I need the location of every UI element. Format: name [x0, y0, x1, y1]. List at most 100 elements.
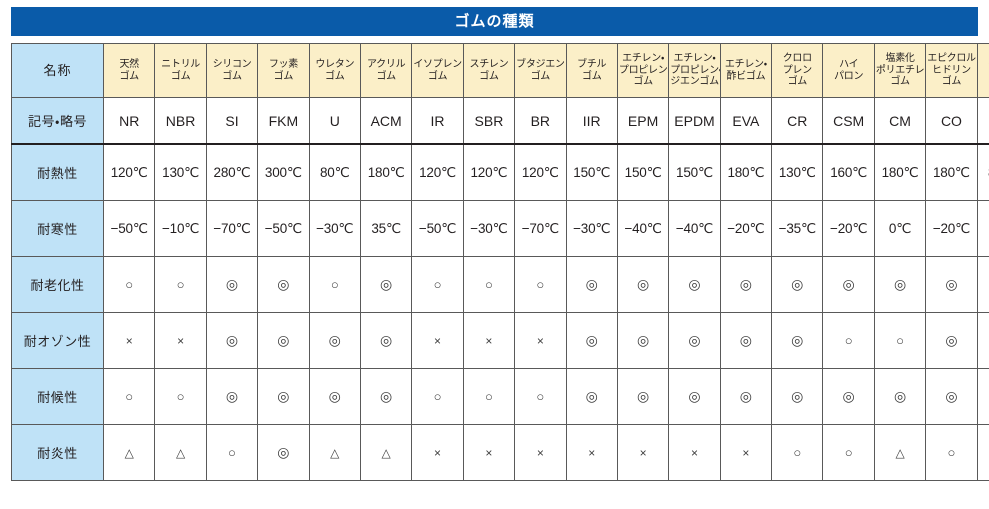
double-circle-icon: ◎ [328, 388, 341, 404]
double-circle-icon: ◎ [739, 388, 752, 404]
cell-value: 150℃ [668, 143, 721, 201]
row-label: 耐炎性 [11, 424, 104, 481]
column-header-line: パロン [834, 70, 864, 82]
cell-rating: ○ [154, 256, 207, 313]
circle-icon: ○ [176, 277, 185, 292]
column-header-line: イソプレン [413, 59, 462, 70]
column-header-line: ゴム [427, 70, 448, 82]
cell-abbr-t: T [976, 97, 989, 145]
column-header-line: アクリル [366, 59, 406, 70]
column-header-line: ゴム [325, 70, 345, 82]
double-circle-icon: ◎ [636, 388, 650, 404]
column-header-line: ブタジエン [516, 59, 565, 70]
column-header-line: ゴム [633, 76, 653, 88]
cell-rating: ◎ [925, 368, 978, 425]
row-label: 耐オゾン性 [11, 312, 104, 369]
triangle-icon: △ [124, 446, 134, 460]
column-header-eva: エチレン・ 酢ビゴム [719, 43, 773, 98]
column-header-t: 多硫化ゴム [976, 43, 989, 98]
column-header-line: 塩素化 [885, 53, 915, 65]
cell-value: −20℃ [822, 200, 875, 257]
temperature-value: 150℃ [676, 164, 713, 180]
column-header-line: 多硫化 [979, 59, 989, 71]
cell-abbr-epdm: EPDM [668, 97, 721, 145]
double-circle-icon: ◎ [277, 332, 290, 348]
cell-value: 130℃ [771, 143, 824, 201]
temperature-value: 180℃ [367, 164, 405, 180]
cross-icon: × [177, 334, 185, 348]
column-header-line: ゴム [119, 70, 139, 82]
cell-rating: ◎ [873, 256, 927, 313]
temperature-value: −10℃ [161, 220, 200, 236]
cell-value: 10℃ [976, 200, 989, 257]
cell-rating: ○ [102, 368, 156, 425]
double-circle-icon: ◎ [277, 388, 290, 404]
column-header-br: ブタジエン ゴム [514, 43, 567, 98]
temperature-value: −70℃ [213, 220, 251, 236]
double-circle-icon: ◎ [380, 388, 393, 404]
double-circle-icon: ◎ [585, 388, 598, 404]
cell-abbr-epm: EPM [616, 97, 670, 145]
circle-icon: ○ [433, 389, 442, 404]
cell-abbr-u: U [308, 97, 361, 145]
cell-rating: ○ [154, 368, 207, 425]
temperature-value: −20℃ [830, 220, 868, 236]
cell-rating: ○ [771, 424, 824, 481]
column-header-line: ゴム [479, 70, 499, 82]
circle-icon: ○ [125, 389, 134, 404]
circle-icon: ○ [793, 445, 802, 460]
cell-rating: × [976, 424, 989, 481]
cell-rating: ○ [462, 368, 516, 425]
cell-rating: ◎ [822, 256, 875, 313]
column-header-cm: 塩素化ポリエチレンゴム [873, 43, 927, 98]
cell-value: 180℃ [925, 143, 978, 201]
circle-icon: ○ [228, 445, 236, 460]
cell-rating: ◎ [565, 312, 618, 369]
column-header-line: ゴム [582, 70, 602, 82]
cell-rating: ◎ [719, 312, 773, 369]
cell-rating: △ [102, 424, 156, 481]
cell-abbr-sbr: SBR [462, 97, 516, 145]
temperature-value: −70℃ [521, 220, 559, 236]
column-header-co: エピクロル ヒドリン ゴム [925, 43, 978, 98]
temperature-value: −40℃ [675, 220, 714, 236]
temperature-value: −30℃ [316, 220, 354, 236]
temperature-value: −50℃ [110, 220, 148, 236]
column-header-line: ゴム [376, 70, 396, 82]
cell-abbr-nbr: NBR [154, 97, 207, 145]
double-circle-icon: ◎ [791, 276, 804, 292]
cell-value: −50℃ [257, 200, 310, 257]
cell-rating: ◎ [257, 368, 310, 425]
cell-value: 130℃ [154, 143, 207, 201]
double-circle-icon: ◎ [842, 276, 855, 292]
cross-icon: × [742, 446, 750, 460]
cell-rating: × [668, 424, 721, 481]
double-circle-icon: ◎ [585, 276, 598, 292]
cell-value: −70℃ [205, 200, 259, 257]
double-circle-icon: ◎ [636, 276, 650, 292]
cell-rating: ○ [411, 368, 464, 425]
column-header-si: シリコン ゴム [205, 43, 259, 98]
cell-abbr-acm: ACM [359, 97, 413, 145]
temperature-value: 35℃ [371, 220, 401, 236]
double-circle-icon: ◎ [945, 388, 958, 404]
temperature-value: −20℃ [932, 220, 971, 236]
cell-value: −30℃ [462, 200, 516, 257]
temperature-value: 150℃ [624, 164, 662, 180]
temperature-value: 280℃ [213, 164, 251, 180]
double-circle-icon: ◎ [585, 332, 598, 348]
double-circle-icon: ◎ [277, 444, 290, 460]
row-header-label: 名称 [11, 43, 104, 98]
cell-value: −40℃ [668, 200, 721, 257]
cell-rating: ○ [925, 424, 978, 481]
triangle-icon: △ [175, 446, 186, 460]
column-header-csm: ハイ パロン [822, 43, 875, 98]
column-header-line: 天然 [119, 59, 139, 70]
cross-icon: × [125, 334, 133, 348]
cell-rating: × [462, 312, 516, 369]
column-header-fkm: フッ素 ゴム [257, 43, 310, 98]
double-circle-icon: ◎ [791, 388, 804, 404]
cell-rating: ◎ [565, 256, 618, 313]
cell-rating: ◎ [668, 368, 721, 425]
cell-value: 180℃ [359, 143, 413, 201]
